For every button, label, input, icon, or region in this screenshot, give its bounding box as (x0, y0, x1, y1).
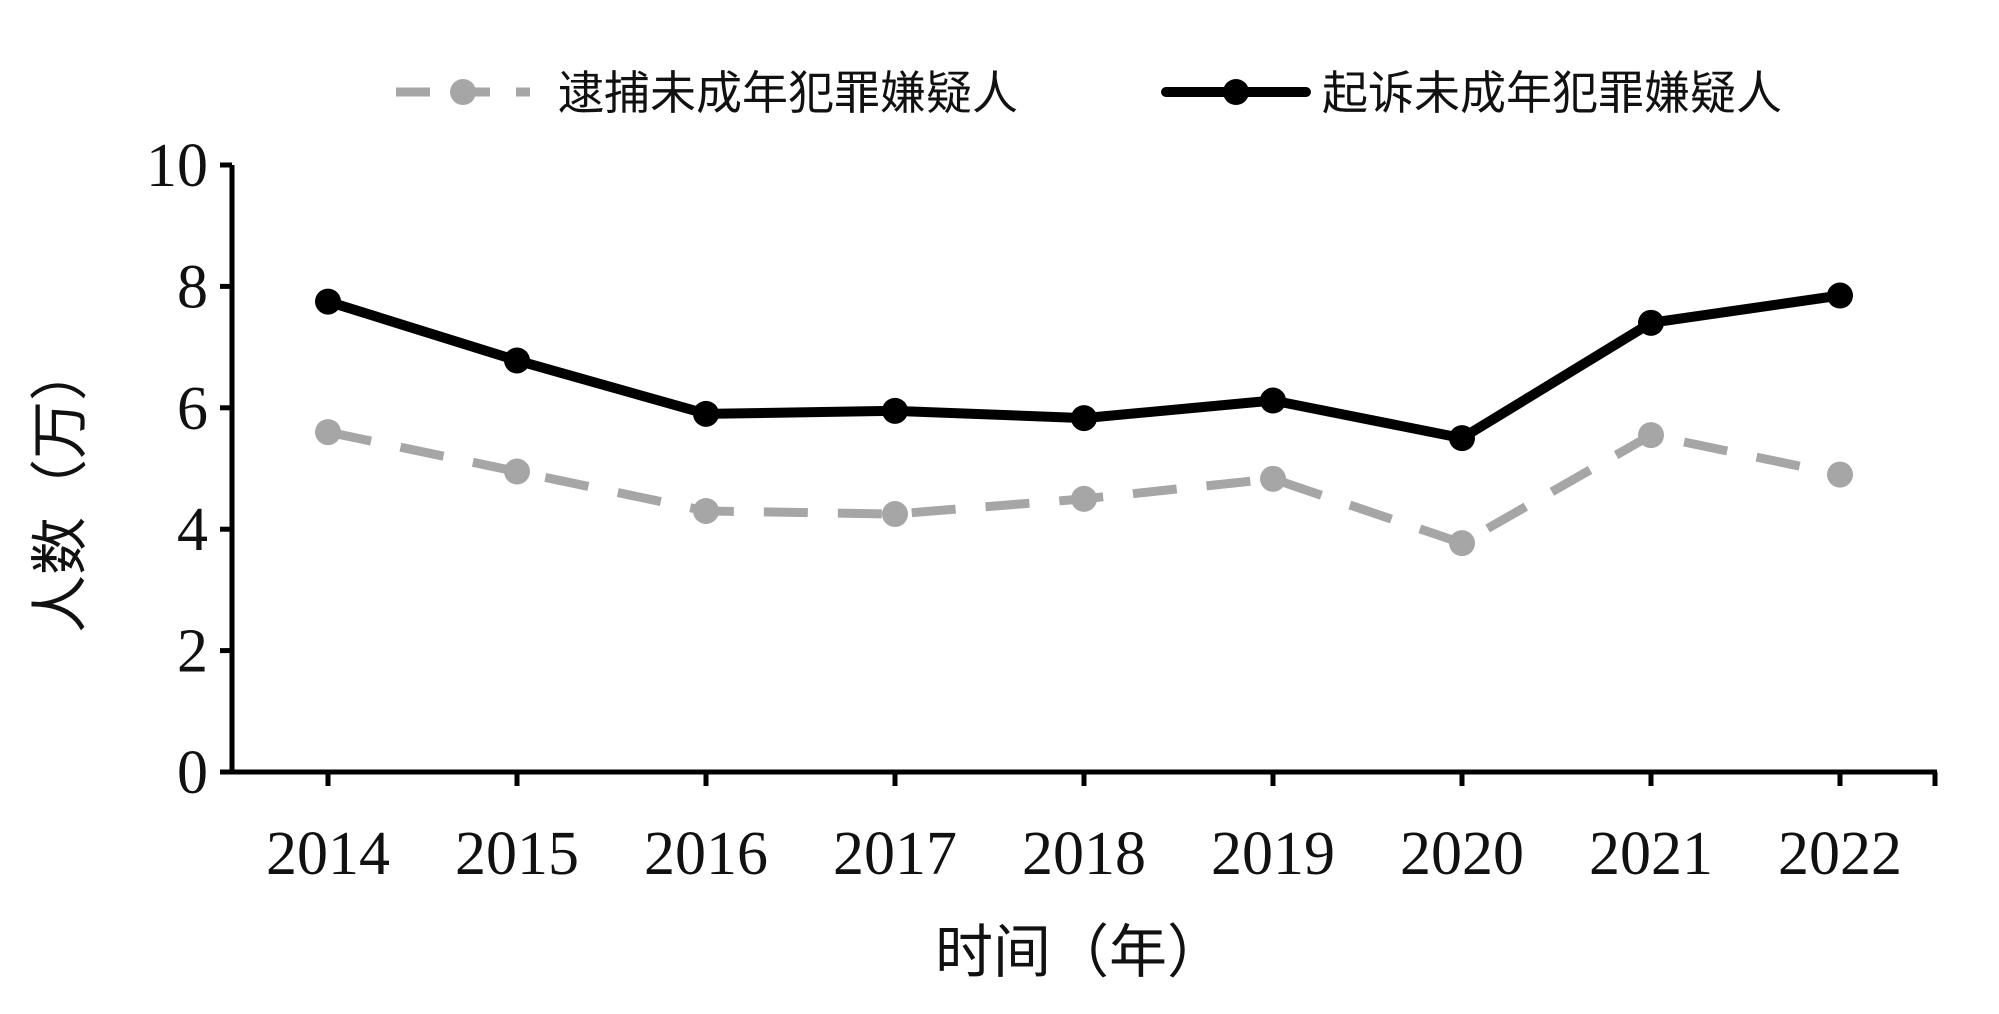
legend-label: 逮捕未成年犯罪嫌疑人 (558, 66, 1018, 120)
y-tick-label: 0 (177, 739, 208, 807)
x-tick-label: 2020 (1400, 820, 1524, 888)
data-point (504, 347, 530, 374)
legend-marker (450, 79, 476, 105)
data-point (315, 419, 341, 446)
legend-item-2: 起诉未成年犯罪嫌疑人 (1161, 66, 1782, 120)
y-axis-title: 人数（万） (26, 343, 94, 633)
data-point (1638, 422, 1664, 449)
data-point (882, 397, 908, 424)
data-point (1071, 485, 1097, 512)
data-point (315, 288, 341, 315)
legend-marker (1223, 79, 1249, 105)
y-tick-label: 4 (177, 496, 208, 564)
x-tick-label: 2022 (1778, 820, 1902, 888)
data-point (693, 400, 719, 427)
data-point (504, 458, 530, 485)
data-point (1071, 405, 1097, 432)
legend-item-1: 逮捕未成年犯罪嫌疑人 (396, 66, 1018, 120)
x-tick-label: 2019 (1211, 820, 1335, 888)
legend-label: 起诉未成年犯罪嫌疑人 (1322, 66, 1782, 120)
y-tick-label: 8 (177, 253, 208, 321)
x-tick-label: 2014 (266, 820, 390, 888)
data-point (693, 497, 719, 524)
x-tick-label: 2016 (644, 820, 768, 888)
data-point (1449, 425, 1475, 452)
data-point (1827, 461, 1853, 488)
x-tick-label: 2018 (1022, 820, 1146, 888)
data-point (1260, 387, 1286, 414)
x-tick-label: 2021 (1589, 820, 1713, 888)
series-layer (315, 282, 1853, 557)
data-point (882, 501, 908, 528)
x-tick-label: 2017 (833, 820, 957, 888)
y-tick-label: 10 (146, 132, 208, 200)
data-point (1638, 309, 1664, 336)
data-point (1827, 282, 1853, 309)
series-1 (315, 419, 1853, 557)
y-tick-label: 6 (177, 375, 208, 443)
series-2 (315, 282, 1853, 452)
legend: 逮捕未成年犯罪嫌疑人 起诉未成年犯罪嫌疑人 (396, 66, 1782, 120)
x-axis-title: 时间（年） (935, 918, 1225, 986)
y-tick-label: 2 (177, 618, 208, 686)
data-point (1260, 465, 1286, 492)
data-point (1449, 530, 1475, 557)
x-tick-label: 2015 (455, 820, 579, 888)
axes: 0 2 4 6 8 10 2014 2015 2016 2017 2018 2019 2020 2021 2… (146, 132, 1938, 888)
